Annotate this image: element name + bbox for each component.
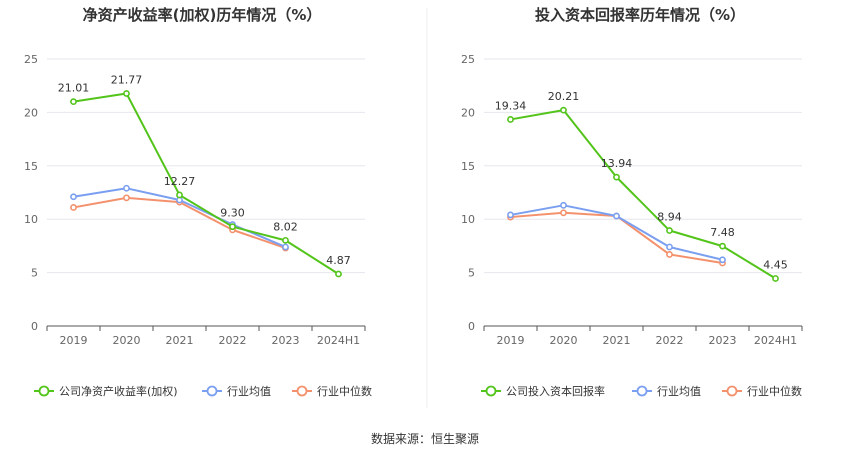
chart-1-data-label: 20.21 — [548, 90, 580, 103]
chart-1-y-tick-label: 15 — [461, 160, 475, 173]
chart-1-industry-average-point — [613, 212, 620, 220]
legend-marker-icon — [485, 385, 497, 397]
chart-1-data-label: 4.45 — [763, 258, 788, 271]
chart-0-company-point — [123, 90, 130, 97]
chart-1-data-label: 8.94 — [657, 211, 682, 224]
chart-0-y-tick-label: 20 — [24, 106, 38, 119]
chart-0-company-point — [70, 98, 77, 106]
chart-0-data-label: 12.27 — [164, 175, 196, 188]
chart-1-company-point — [772, 275, 779, 282]
chart-0-y-tick-label: 5 — [31, 267, 38, 280]
legend-label: 行业中位数 — [747, 384, 802, 398]
chart-0-x-tick-label: 2021 — [166, 334, 194, 347]
roic-chart-panel: 投入资本回报率历年情况（%） 0 5 10 15 20 25 2019 2020 2021 202… — [461, 6, 803, 398]
chart-1-company-point — [507, 116, 514, 123]
chart-0-industry-median-point — [123, 194, 130, 202]
chart-0-data-label: 9.30 — [220, 207, 245, 220]
chart-0-y-tick-label: 15 — [24, 160, 38, 173]
chart-1-industry-average-point — [560, 201, 567, 209]
chart-1-y-tick-label: 5 — [468, 267, 475, 280]
roic-chart-title: 投入资本回报率历年情况（%） — [535, 6, 745, 24]
legend-marker-icon — [636, 385, 648, 397]
legend-marker-icon — [726, 385, 738, 397]
chart-1-x-tick-label: 2019 — [497, 334, 525, 347]
chart-1-company-point — [560, 106, 567, 114]
legend-label: 行业中位数 — [317, 384, 372, 398]
chart-1-y-tick-label: 25 — [461, 53, 475, 66]
chart-1-data-label: 7.48 — [710, 226, 735, 239]
chart-0-x-tick-label: 2020 — [113, 334, 141, 347]
chart-1-industry-average-point — [666, 243, 673, 251]
chart-1-company-line — [510, 109, 777, 280]
chart-0-legend-item-industry-average[interactable]: 行业均值 — [202, 385, 271, 398]
roe-chart-panel: 净资产收益率(加权)历年情况（%） 0 5 10 15 20 25 2019 2020 2021… — [24, 6, 372, 398]
chart-1-industry-average-point — [507, 211, 514, 219]
chart-0-company-point — [335, 270, 342, 278]
chart-0-company-point — [176, 191, 183, 199]
chart-0-y-tick-label: 0 — [31, 320, 38, 333]
chart-1-legend-item-company[interactable]: 公司投入资本回报率 — [481, 384, 605, 398]
chart-1-industry-median-line — [510, 211, 723, 264]
chart-0-industry-average-point — [70, 193, 77, 201]
chart-0-data-label: 4.87 — [326, 254, 351, 267]
chart-0-x-tick-label: 2024H1 — [317, 334, 360, 347]
chart-1-company-point — [613, 173, 620, 181]
chart-1-data-label: 19.34 — [495, 99, 527, 112]
chart-1-x-tick-label: 2023 — [709, 334, 737, 347]
chart-0-data-label: 21.77 — [111, 73, 143, 86]
chart-1-x-tick-label: 2022 — [656, 334, 684, 347]
chart-0-y-tick-label: 10 — [24, 213, 38, 226]
chart-0-industry-average-point — [123, 184, 130, 192]
legend-marker-icon — [206, 385, 218, 397]
legend-marker-icon — [296, 385, 308, 397]
chart-0-legend-item-company[interactable]: 公司净资产收益率(加权) — [34, 384, 178, 398]
legend-label: 公司净资产收益率(加权) — [59, 384, 178, 398]
chart-1-data-label: 13.94 — [601, 157, 633, 170]
chart-0-company-point — [282, 236, 289, 244]
chart-0-industry-median-point — [70, 204, 77, 211]
chart-0-data-label: 21.01 — [58, 82, 90, 95]
chart-0-data-label: 8.02 — [273, 220, 298, 233]
chart-1-company-point — [719, 242, 726, 250]
chart-0-legend-item-industry-median[interactable]: 行业中位数 — [292, 384, 372, 398]
chart-1-y-tick-label: 10 — [461, 213, 475, 226]
chart-1-y-tick-label: 20 — [461, 106, 475, 119]
chart-1-industry-median-point — [560, 209, 567, 217]
chart-1-company-point — [666, 227, 673, 234]
legend-label: 公司投入资本回报率 — [506, 384, 605, 398]
legend-label: 行业均值 — [227, 385, 271, 398]
roe-chart-title: 净资产收益率(加权)历年情况（%） — [83, 6, 322, 24]
chart-1-x-tick-label: 2024H1 — [754, 334, 797, 347]
chart-0-company-line — [73, 92, 340, 275]
chart-1-industry-median-point — [666, 251, 673, 258]
chart-0-y-tick-label: 25 — [24, 53, 38, 66]
chart-1-x-tick-label: 2020 — [550, 334, 578, 347]
data-source-note: 数据来源：恒生聚源 — [371, 431, 479, 446]
chart-1-industry-average-point — [719, 256, 726, 264]
chart-0-x-tick-label: 2022 — [219, 334, 247, 347]
chart-0-x-tick-label: 2019 — [60, 334, 88, 347]
chart-0-x-tick-label: 2023 — [272, 334, 300, 347]
chart-1-legend-item-industry-median[interactable]: 行业中位数 — [722, 384, 802, 398]
legend-label: 行业均值 — [657, 385, 701, 398]
chart-1-legend-item-industry-average[interactable]: 行业均值 — [632, 385, 701, 398]
chart-0-industry-average-point — [282, 243, 289, 251]
legend-marker-icon — [38, 385, 50, 397]
chart-1-x-tick-label: 2021 — [603, 334, 631, 347]
chart-1-y-tick-label: 0 — [468, 320, 475, 333]
chart-0-company-point — [229, 223, 236, 231]
